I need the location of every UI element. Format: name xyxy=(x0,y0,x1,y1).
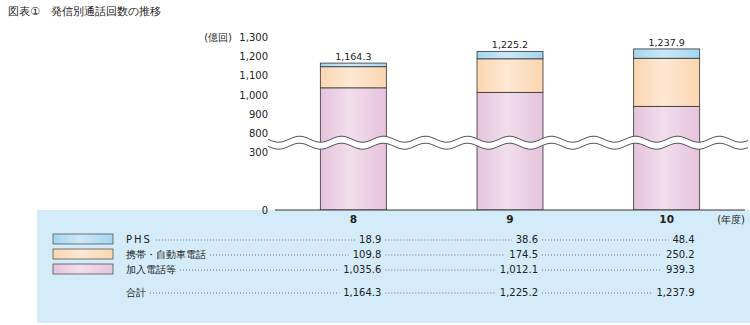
y-axis-label: (億回) xyxy=(204,32,232,43)
bar-segment xyxy=(634,49,700,58)
leader xyxy=(156,240,355,241)
leader xyxy=(180,270,339,271)
total-row-label: 合計 xyxy=(126,287,146,298)
x-axis-label: (年度) xyxy=(717,214,745,225)
leader xyxy=(385,255,505,256)
leader xyxy=(385,240,511,241)
table-value: 1,237.9 xyxy=(656,287,694,298)
leader xyxy=(542,270,662,271)
bar-segment xyxy=(634,106,700,210)
table-value: 38.6 xyxy=(516,234,538,245)
bar-segment xyxy=(477,59,543,93)
total-label: 1,225.2 xyxy=(492,39,528,50)
baseline xyxy=(275,210,745,211)
leader xyxy=(385,293,495,294)
leader xyxy=(210,255,349,256)
table-value: 250.2 xyxy=(666,249,695,260)
table-value: 1,012.1 xyxy=(500,264,538,275)
legend-swatch xyxy=(53,234,113,244)
table-value: 1,225.2 xyxy=(500,287,538,298)
legend-label: 携帯・自動車電話 xyxy=(126,249,206,260)
table-value: 18.9 xyxy=(359,234,381,245)
axis-break xyxy=(268,136,748,149)
table-background xyxy=(37,210,750,323)
table-value: 1,035.6 xyxy=(343,264,381,275)
table-value: 939.3 xyxy=(666,264,695,275)
axis-break-line xyxy=(268,136,748,142)
legend-label: PHS xyxy=(126,234,152,245)
leader xyxy=(542,293,652,294)
chart: 図表① 発信別通話回数の推移 (億回) 0 300 800 900 1,000 1,100 1,… xyxy=(0,0,750,325)
bar-segment xyxy=(320,63,386,67)
leader xyxy=(150,293,339,294)
title: 図表① 発信別通話回数の推移 xyxy=(8,5,161,18)
legend-label: 加入電話等 xyxy=(126,264,176,275)
leader xyxy=(542,240,668,241)
y-tick-label: 1,000 xyxy=(239,90,268,101)
table-value: 109.8 xyxy=(353,249,382,260)
table-value: 174.5 xyxy=(509,249,538,260)
y-tick-label: 900 xyxy=(249,109,268,120)
y-tick-label: 0 xyxy=(262,205,268,216)
leader xyxy=(385,270,495,271)
table-value: 1,164.3 xyxy=(343,287,381,298)
bar-segment xyxy=(634,58,700,106)
x-tick-label: 9 xyxy=(506,213,513,225)
y-tick-label: 300 xyxy=(249,147,268,158)
y-tick-label: 1,300 xyxy=(239,32,268,43)
total-label: 1,237.9 xyxy=(649,37,685,48)
leader xyxy=(542,255,662,256)
y-tick-label: 1,200 xyxy=(239,51,268,62)
legend-swatch xyxy=(53,249,113,259)
x-tick-label: 8 xyxy=(350,213,357,225)
y-tick-label: 1,100 xyxy=(239,70,268,81)
axis-break-line xyxy=(268,143,748,149)
x-tick-label: 10 xyxy=(659,213,674,225)
bar-segment xyxy=(477,92,543,210)
total-label: 1,164.3 xyxy=(335,51,371,62)
bars xyxy=(320,49,699,210)
bar-segment xyxy=(320,88,386,210)
bar-segment xyxy=(477,51,543,58)
table-value: 48.4 xyxy=(672,234,694,245)
y-tick-label: 800 xyxy=(249,128,268,139)
legend-swatch xyxy=(53,264,113,274)
bar-segment xyxy=(320,67,386,88)
